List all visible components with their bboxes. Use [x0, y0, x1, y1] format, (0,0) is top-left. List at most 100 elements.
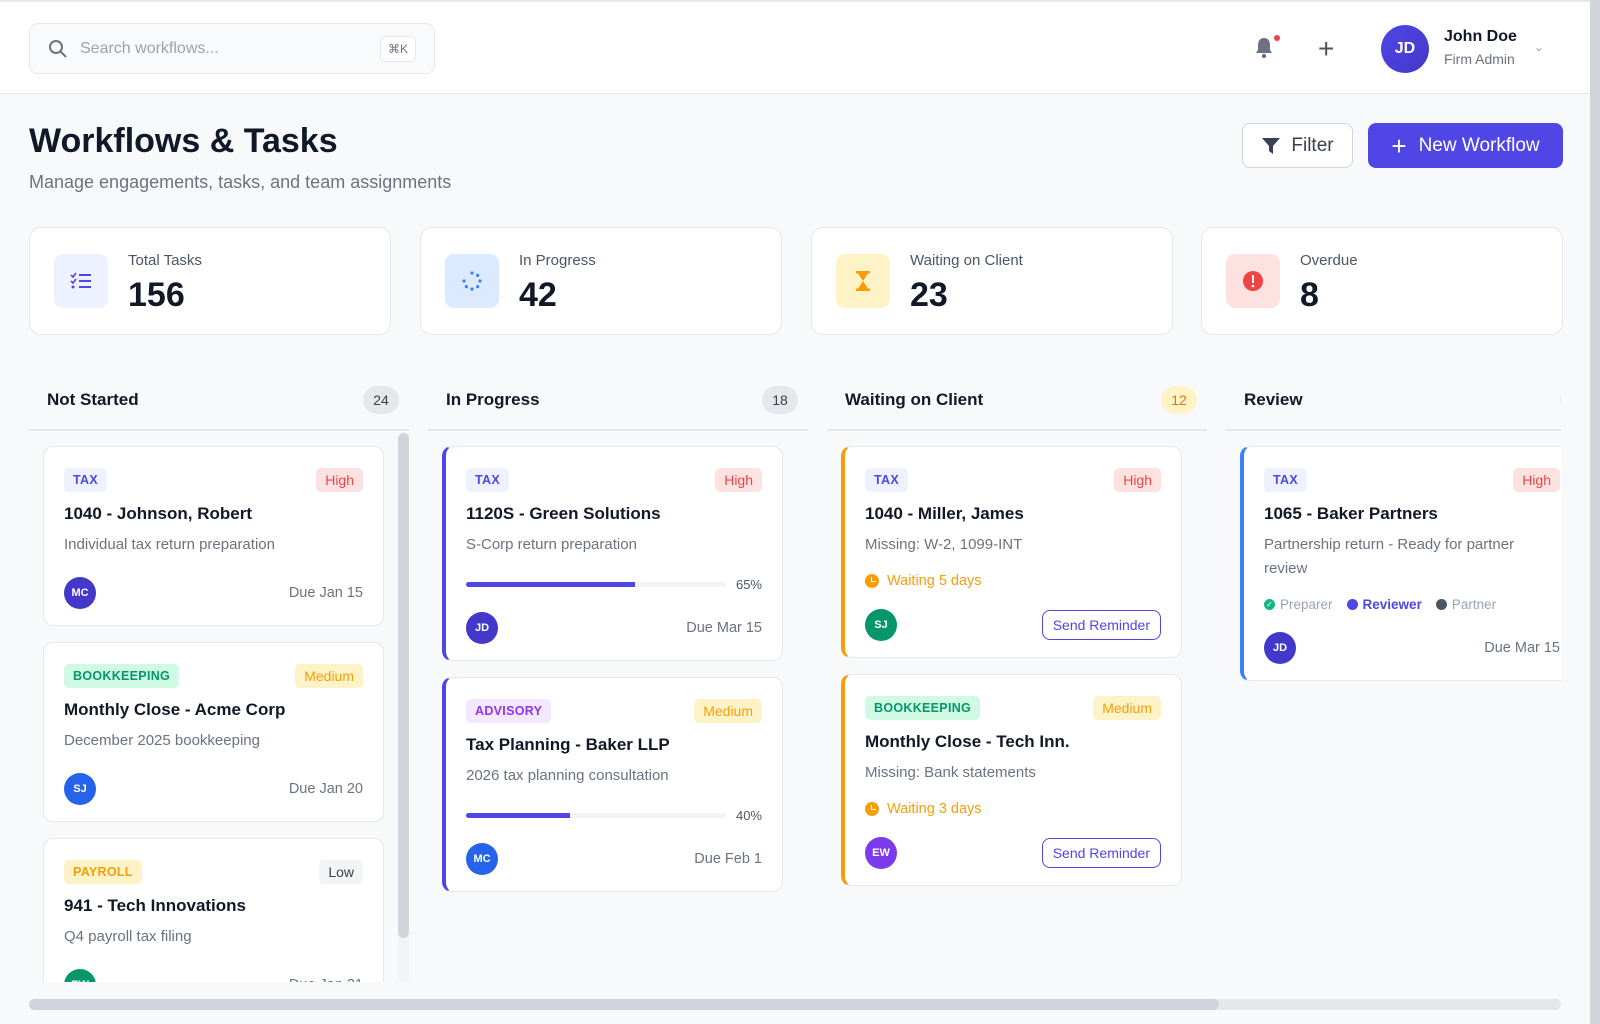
task-card[interactable]: ADVISORY Medium Tax Planning - Baker LLP 20… [442, 677, 783, 892]
role-label: Partner [1451, 597, 1497, 612]
progress: 40% [466, 808, 762, 823]
card-title[interactable]: Monthly Close - Acme Corp [64, 700, 286, 719]
card-title[interactable]: Monthly Close - Tech Inn. [865, 732, 1070, 751]
card-title[interactable]: 1040 - Miller, James [865, 504, 1024, 523]
category-tag: TAX [865, 468, 908, 492]
user-avatar[interactable]: JD [1381, 25, 1429, 73]
priority-badge: High [1513, 468, 1560, 492]
assignee-avatar[interactable]: MC [64, 577, 96, 609]
card-description: Missing: W-2, 1099-INT [865, 536, 1023, 553]
category-tag: ADVISORY [466, 699, 552, 723]
card-list: TAX High 1040 - Miller, James Missing: W-2,… [827, 431, 1207, 982]
plus-icon[interactable]: + [1318, 33, 1335, 64]
task-card[interactable]: PAYROLL Low 941 - Tech Innovations Q4 payro… [43, 838, 384, 982]
card-description: S-Corp return preparation [466, 536, 637, 553]
waiting-text: Waiting 3 days [887, 801, 982, 817]
category-tag: TAX [1264, 468, 1307, 492]
due-date: Due Mar 15 [686, 620, 762, 636]
column-count: 18 [762, 385, 798, 414]
page-scrollbar[interactable] [1590, 0, 1600, 1024]
card-title[interactable]: 1040 - Johnson, Robert [64, 504, 252, 523]
card-tags: TAX High [64, 467, 363, 493]
card-list: TAX High 1040 - Johnson, Robert Individual … [29, 431, 409, 982]
stat-label: Overdue [1300, 252, 1358, 269]
bell-icon[interactable] [1253, 36, 1275, 60]
stat-value: 156 [128, 276, 185, 314]
chevron-down-icon[interactable]: ⌄ [1534, 40, 1545, 54]
card-description: 2026 tax planning consultation [466, 767, 669, 784]
category-tag: BOOKKEEPING [865, 696, 981, 720]
card-title[interactable]: 1120S - Green Solutions [466, 504, 661, 523]
scrollbar-thumb[interactable] [29, 999, 1219, 1010]
card-footer: JD Due Mar 15 [466, 612, 762, 644]
card-tags: TAX High [1264, 467, 1560, 493]
column-header: In Progress 18 [428, 370, 808, 431]
filter-button[interactable]: Filter [1242, 123, 1353, 168]
card-footer: JD Due Mar 15 [1264, 632, 1560, 664]
stat-value: 23 [910, 276, 948, 314]
card-footer: SJ Send Reminder [865, 609, 1161, 641]
search-box[interactable]: ⌘K [29, 23, 435, 74]
card-tags: BOOKKEEPING Medium [64, 663, 363, 689]
scrollbar-thumb[interactable] [398, 433, 409, 938]
column-scrollbar[interactable] [398, 433, 409, 982]
card-footer: MC Due Jan 15 [64, 577, 363, 609]
stat-value: 42 [519, 276, 557, 314]
user-name[interactable]: John Doe [1444, 28, 1517, 45]
card-list: TAX High 1065 - Baker Partners Partnership … [1226, 431, 1561, 982]
priority-badge: High [1114, 468, 1161, 492]
category-tag: BOOKKEEPING [64, 664, 180, 688]
column-count [1560, 385, 1561, 414]
stat-card-total-tasks: Total Tasks 156 [29, 227, 391, 335]
task-card[interactable]: TAX High 1040 - Miller, James Missing: W-2,… [841, 446, 1182, 658]
progress-fill [466, 582, 635, 587]
task-card[interactable]: TAX High 1120S - Green Solutions S-Corp ret… [442, 446, 783, 661]
assignee-avatar[interactable]: EW [64, 969, 96, 982]
column-header: Review [1226, 370, 1561, 431]
category-tag: PAYROLL [64, 860, 142, 884]
clock-icon [865, 802, 879, 816]
card-title[interactable]: Tax Planning - Baker LLP [466, 735, 670, 754]
assignee-avatar[interactable]: JD [466, 612, 498, 644]
plus-icon: + [1391, 130, 1407, 161]
due-date: Due Jan 31 [289, 977, 363, 982]
task-card[interactable]: BOOKKEEPING Medium Monthly Close - Tech In… [841, 674, 1182, 886]
checklist-icon [54, 254, 108, 308]
page-title: Workflows & Tasks [29, 122, 338, 160]
task-card[interactable]: TAX High 1065 - Baker Partners Partnership … [1240, 446, 1561, 681]
priority-badge: Medium [1093, 696, 1161, 720]
search-icon [49, 39, 67, 58]
send-reminder-button[interactable]: Send Reminder [1041, 610, 1161, 640]
due-date: Due Mar 15 [1484, 640, 1560, 656]
assignee-avatar[interactable]: SJ [64, 773, 96, 805]
task-card[interactable]: BOOKKEEPING Medium Monthly Close - Acme Co… [43, 642, 384, 822]
card-description: Missing: Bank statements [865, 764, 1036, 781]
search-input[interactable] [80, 39, 380, 58]
waiting-status: Waiting 3 days [865, 801, 1161, 817]
assignee-avatar[interactable]: SJ [865, 609, 897, 641]
priority-badge: High [715, 468, 762, 492]
progress-track [466, 813, 726, 818]
progress-label: 65% [735, 577, 762, 592]
send-reminder-button[interactable]: Send Reminder [1041, 838, 1161, 868]
status-dot-icon [1435, 599, 1447, 610]
card-tags: TAX High [865, 467, 1161, 493]
card-tags: TAX High [466, 467, 762, 493]
stat-card-in-progress: In Progress 42 [420, 227, 782, 335]
card-description: Q4 payroll tax filing [64, 928, 192, 945]
due-date: Due Jan 20 [288, 781, 363, 797]
assignee-avatar[interactable]: MC [466, 843, 498, 875]
card-title[interactable]: 1065 - Baker Partners [1264, 504, 1438, 523]
board-horizontal-scrollbar[interactable] [29, 999, 1561, 1010]
card-title[interactable]: 941 - Tech Innovations [64, 896, 247, 915]
assignee-avatar[interactable]: JD [1264, 632, 1296, 664]
new-workflow-button[interactable]: + New Workflow [1368, 123, 1563, 168]
card-footer: SJ Due Jan 20 [64, 773, 363, 805]
hourglass-icon [836, 254, 890, 308]
assignee-avatar[interactable]: EW [865, 837, 897, 869]
top-bar: ⌘K + JD John Doe Firm Admin ⌄ [0, 0, 1590, 94]
waiting-status: Waiting 5 days [865, 573, 1161, 589]
card-description: December 2025 bookkeeping [64, 732, 260, 749]
task-card[interactable]: TAX High 1040 - Johnson, Robert Individual … [43, 446, 384, 626]
role-partner: Partner [1435, 597, 1497, 612]
